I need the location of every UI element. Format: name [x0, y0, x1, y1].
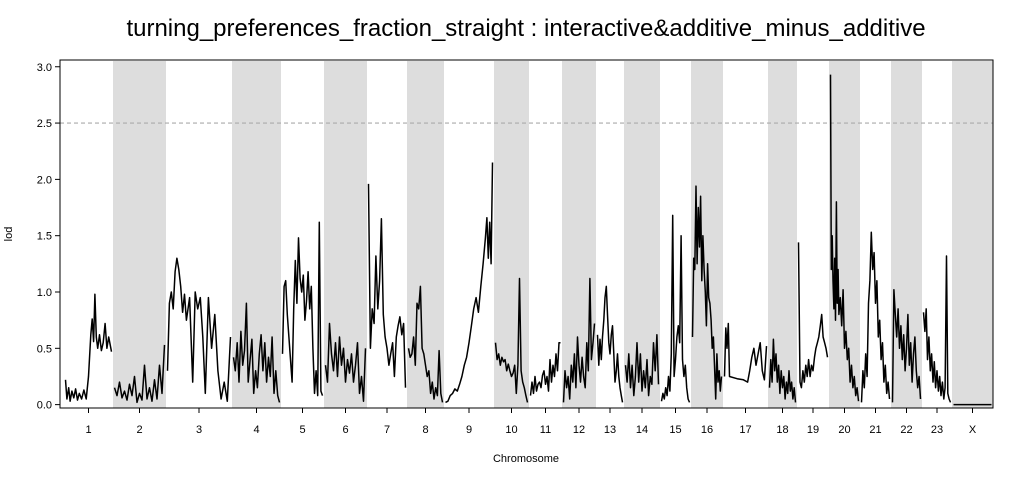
lod-curve-chr-21: [860, 231, 891, 403]
lod-curves: [64, 74, 992, 406]
lod-curve-chr-1: [64, 293, 113, 402]
x-axis-label: Chromosome: [493, 453, 559, 465]
chromosome-bands: [113, 61, 993, 408]
x-tick-label-chr-19: 19: [807, 424, 819, 436]
lod-curve-chr-4: [232, 302, 281, 403]
x-tick-label-chr-9: 9: [466, 424, 472, 436]
x-tick-label-chr-22: 22: [900, 424, 912, 436]
lod-curve-chr-3: [166, 257, 232, 402]
x-tick-label-chr-20: 20: [838, 424, 850, 436]
x-tick-label-chr-5: 5: [299, 424, 305, 436]
x-tick-label-chr-15: 15: [669, 424, 681, 436]
x-tick-label-chr-3: 3: [196, 424, 202, 436]
lod-curve-chr-13: [596, 285, 624, 403]
y-tick-label: 1.0: [37, 287, 52, 299]
x-tick-label-chr-6: 6: [342, 424, 348, 436]
chart-title: turning_preferences_fraction_straight : …: [126, 15, 925, 42]
lod-curve-chr-11: [529, 341, 561, 396]
x-tick-label-chr-16: 16: [701, 424, 713, 436]
plot-frame: [59, 59, 994, 409]
chromosome-band-shade: [113, 61, 166, 408]
x-tick-label-chr-4: 4: [253, 424, 259, 436]
lod-curve-chr-2: [113, 344, 166, 404]
x-tick-label-chr-11: 11: [540, 424, 551, 436]
chromosome-band-shade: [324, 61, 367, 408]
lod-curve-chr-7: [367, 183, 407, 388]
x-tick-label-chr-14: 14: [636, 424, 648, 436]
lod-curve-chr-14: [624, 334, 660, 397]
lod-curve-chr-23: [922, 255, 952, 403]
y-tick-label: 2.5: [37, 118, 52, 130]
chromosome-band-shade: [952, 61, 993, 408]
x-tick-label-chr-12: 12: [573, 424, 585, 436]
lod-curve-chr-10: [494, 277, 529, 403]
x-tick-label-chr-10: 10: [505, 424, 517, 436]
y-tick-label: 1.5: [37, 231, 52, 243]
lod-curve-chr-8: [407, 285, 444, 403]
x-tick-label-chr-13: 13: [604, 424, 616, 436]
y-tick-label: 0.5: [37, 343, 52, 355]
chromosome-band-shade: [407, 61, 444, 408]
lod-curve-chr-22: [891, 288, 922, 403]
x-tick-label-chr-2: 2: [136, 424, 142, 436]
chromosome-band-shade: [562, 61, 596, 408]
x-axis: 1 2 3 4 5 6 7 8 9 10 11 12 13 14 15 16 17 18 19 20 21 22 23 X: [85, 408, 977, 436]
y-tick-label: 3.0: [37, 62, 52, 74]
lod-curve-chr-19: [797, 242, 829, 389]
x-tick-label-chr-X: X: [969, 424, 977, 436]
lod-curve-chr-12: [562, 277, 596, 403]
lod-curve-chr-18: [768, 338, 797, 403]
x-tick-label-chr-17: 17: [739, 424, 751, 436]
y-axis: 0.0 0.5 1.0 1.5 2.0 2.5 3.0: [37, 62, 60, 412]
x-tick-label-chr-23: 23: [931, 424, 943, 436]
y-tick-label: 2.0: [37, 174, 52, 186]
lod-curve-chr-9: [445, 162, 494, 404]
x-tick-label-chr-1: 1: [85, 424, 91, 436]
x-tick-label-chr-18: 18: [776, 424, 788, 436]
x-tick-label-chr-8: 8: [422, 424, 428, 436]
y-axis-label: lod: [3, 227, 15, 242]
lod-curve-chr-20: [829, 74, 860, 402]
lod-curve-chr-5: [281, 221, 324, 397]
x-tick-label-chr-7: 7: [384, 424, 390, 436]
lod-curve-chr-16: [691, 185, 723, 400]
chromosome-band-shade: [494, 61, 529, 408]
x-tick-label-chr-21: 21: [869, 424, 881, 436]
lod-curve-chr-15: [660, 214, 691, 403]
y-tick-label: 0.0: [37, 400, 52, 412]
lod-curve-chr-17: [723, 322, 768, 383]
chromosome-band-shade: [829, 61, 860, 408]
lod-curve-chr-6: [324, 322, 367, 402]
